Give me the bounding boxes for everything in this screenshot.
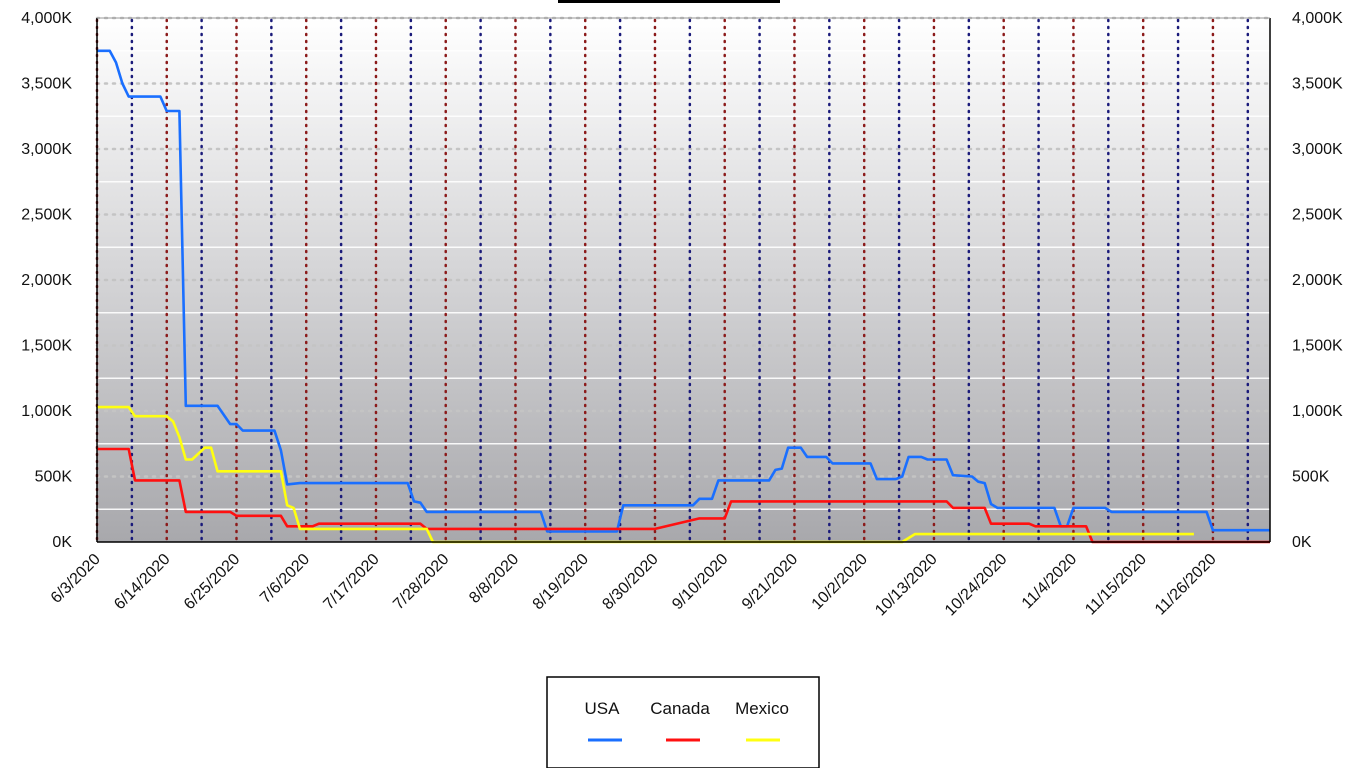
y-tick-label-right: 1,000K xyxy=(1292,403,1343,420)
background-band-lines xyxy=(97,50,1270,510)
x-tick-label: 9/10/2020 xyxy=(669,551,731,613)
x-tick-label: 6/3/2020 xyxy=(48,551,104,607)
x-tick-label: 7/6/2020 xyxy=(257,551,313,607)
y-tick-label-left: 500K xyxy=(35,469,73,486)
series-line-mexico xyxy=(97,405,1194,544)
x-tick-label: 11/4/2020 xyxy=(1019,551,1081,613)
x-tick-label: 10/2/2020 xyxy=(809,551,871,613)
x-tick-label: 6/14/2020 xyxy=(111,551,173,613)
y-tick-label-left: 3,500K xyxy=(21,76,72,93)
legend-label-usa: USA xyxy=(585,699,621,718)
x-tick-label: 9/21/2020 xyxy=(739,551,801,613)
axes xyxy=(96,17,1271,543)
y-axis-right-tick-labels: 0K 500K 1,000K 1,500K 2,000K 2,500K 3,000K 3,50… xyxy=(1292,10,1343,551)
x-tick-label: 10/13/2020 xyxy=(872,551,941,620)
y-tick-label-right: 1,500K xyxy=(1292,338,1343,355)
y-tick-label-left: 2,500K xyxy=(21,207,72,224)
y-tick-label-right: 3,500K xyxy=(1292,76,1343,93)
y-tick-label-left: 2,000K xyxy=(21,272,72,289)
y-tick-label-right: 2,000K xyxy=(1292,272,1343,289)
y-tick-label-right: 2,500K xyxy=(1292,207,1343,224)
x-tick-label: 11/26/2020 xyxy=(1152,551,1220,619)
y-tick-label-right: 0K xyxy=(1292,534,1312,551)
series-line-canada xyxy=(97,447,1270,544)
x-tick-label: 11/15/2020 xyxy=(1082,551,1150,619)
y-tick-label-left: 4,000K xyxy=(21,10,72,27)
x-tick-label: 7/17/2020 xyxy=(320,551,382,613)
y-tick-label-left: 0K xyxy=(52,534,72,551)
title-placeholder-box xyxy=(558,0,780,3)
x-axis-tick-labels: 6/3/2020 6/14/2020 6/25/2020 7/6/2020 7/17/2… xyxy=(48,551,1220,620)
y-tick-label-left: 1,000K xyxy=(21,403,72,420)
y-tick-label-left: 3,000K xyxy=(21,141,72,158)
y-axis-left-tick-labels: 0K 500K 1,000K 1,500K 2,000K 2,500K 3,000K 3,50… xyxy=(21,10,72,551)
y-tick-label-right: 3,000K xyxy=(1292,141,1343,158)
x-tick-label: 10/24/2020 xyxy=(942,551,1011,620)
x-tick-label: 8/30/2020 xyxy=(599,551,661,613)
x-tick-label: 6/25/2020 xyxy=(181,551,243,613)
x-tick-label: 8/19/2020 xyxy=(530,551,592,613)
legend-label-mexico: Mexico xyxy=(735,699,789,718)
series-lines xyxy=(97,49,1270,544)
legend-label-canada: Canada xyxy=(650,699,710,718)
y-tick-label-right: 4,000K xyxy=(1292,10,1343,27)
series-line-usa xyxy=(97,49,1270,533)
y-tick-label-left: 1,500K xyxy=(21,338,72,355)
x-tick-label: 8/8/2020 xyxy=(466,551,522,607)
x-tick-label: 7/28/2020 xyxy=(390,551,452,613)
legend: USA Canada Mexico xyxy=(546,676,820,768)
legend-box xyxy=(546,676,820,768)
y-tick-label-right: 500K xyxy=(1292,469,1330,486)
vertical-gridlines xyxy=(95,18,1250,544)
